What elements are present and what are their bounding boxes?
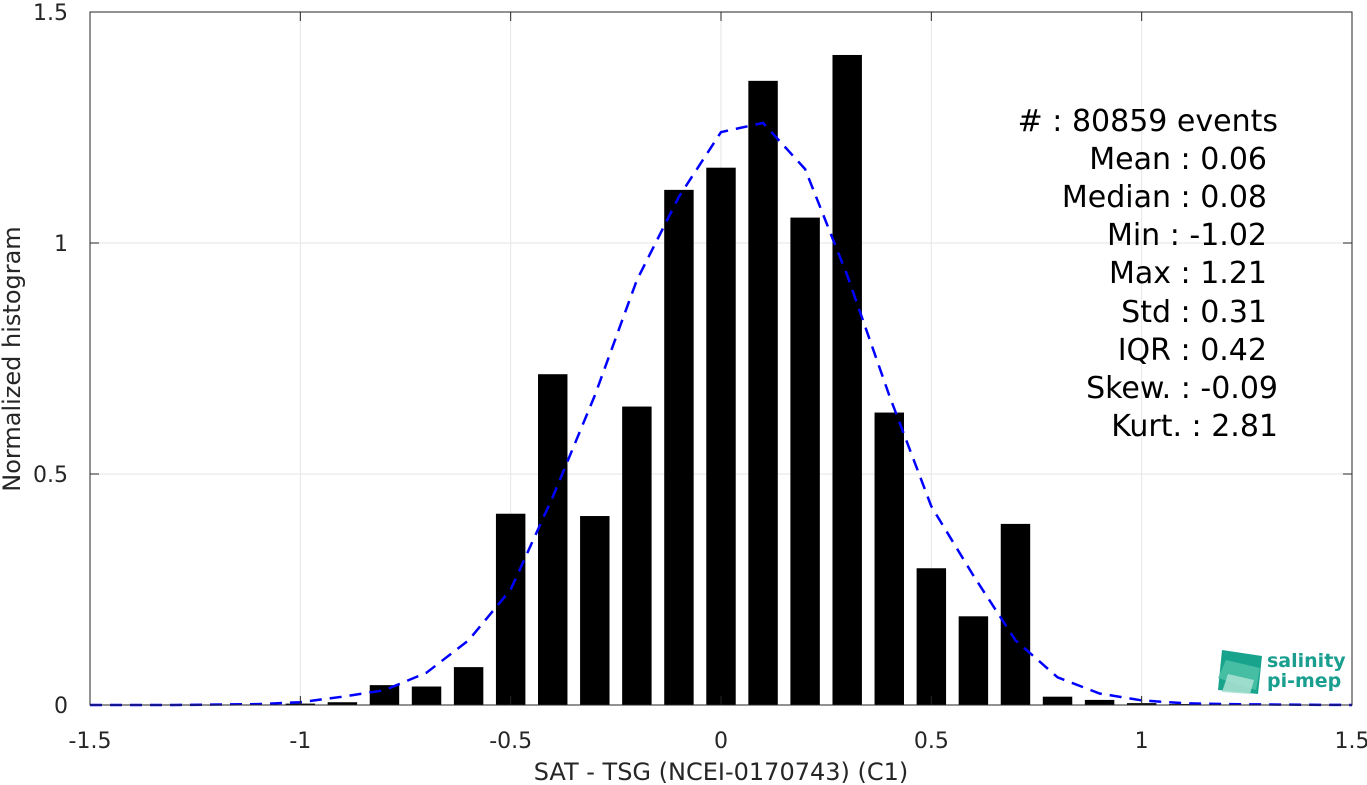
x-tick-label: -0.5 (489, 729, 532, 754)
histogram-bar (790, 217, 820, 705)
axis-ticks (89, 11, 1353, 706)
histogram-bar (832, 54, 862, 705)
histogram-bar (1084, 699, 1115, 705)
stats-skew: Skew. : -0.09 (1086, 371, 1278, 406)
fit-curve (90, 121, 1353, 707)
x-tick-label: 1.5 (1335, 729, 1367, 754)
stats-max: Max : 1.21 (1109, 256, 1267, 291)
histogram-bar (327, 702, 358, 705)
stats-median: Median : 0.08 (1062, 180, 1267, 215)
histogram-bar (748, 80, 778, 705)
histogram-bar (538, 374, 568, 705)
histogram-bar (580, 516, 610, 705)
salinity-pimep-logo: salinity pi-mep (1218, 650, 1346, 694)
x-tick-label: 0.5 (914, 729, 949, 754)
y-axis-label: Normalized histogram (0, 226, 26, 491)
y-tick-label: 1.5 (33, 1, 68, 26)
logo-line1: salinity (1267, 650, 1346, 672)
y-tick-label: 1 (54, 232, 68, 257)
y-tick-label: 0 (54, 694, 68, 719)
x-axis-label: SAT - TSG (NCEI-0170743) (C1) (534, 758, 909, 785)
histogram-bar (916, 568, 947, 705)
histogram-bar (622, 406, 652, 705)
x-tick-label: 0 (714, 729, 728, 754)
y-tick-label: 0.5 (33, 463, 68, 488)
histogram-bar (369, 685, 400, 705)
histogram-bar (958, 616, 989, 705)
histogram-bar (874, 412, 904, 705)
histogram-bar (1042, 696, 1073, 705)
logo-icon (1218, 650, 1262, 694)
x-tick-label: -1 (289, 729, 311, 754)
y-tick-labels: 0 0.5 1 1.5 (33, 1, 68, 719)
histogram-bar (706, 167, 736, 706)
x-tick-labels: -1.5 -1 -0.5 0 0.5 1 1.5 (69, 729, 1367, 754)
stats-events: # : 80859 events (1018, 104, 1278, 139)
histogram-bar (495, 513, 526, 705)
histogram-bar (453, 667, 484, 705)
histogram-bar (664, 189, 694, 705)
stats-iqr: IQR : 0.42 (1118, 333, 1267, 368)
x-tick-label: 1 (1135, 729, 1149, 754)
stats-std: Std : 0.31 (1121, 295, 1267, 330)
stats-min: Min : -1.02 (1107, 218, 1267, 253)
histogram-bar (1000, 523, 1031, 705)
histogram-bar (411, 686, 442, 705)
stats-box: # : 80859 events Mean : 0.06 Median : 0.… (1018, 104, 1278, 444)
stats-mean: Mean : 0.06 (1089, 142, 1267, 177)
histogram-bars (285, 54, 1241, 706)
stats-kurt: Kurt. : 2.81 (1111, 409, 1278, 444)
x-tick-label: -1.5 (69, 729, 112, 754)
logo-line2: pi-mep (1267, 670, 1341, 692)
